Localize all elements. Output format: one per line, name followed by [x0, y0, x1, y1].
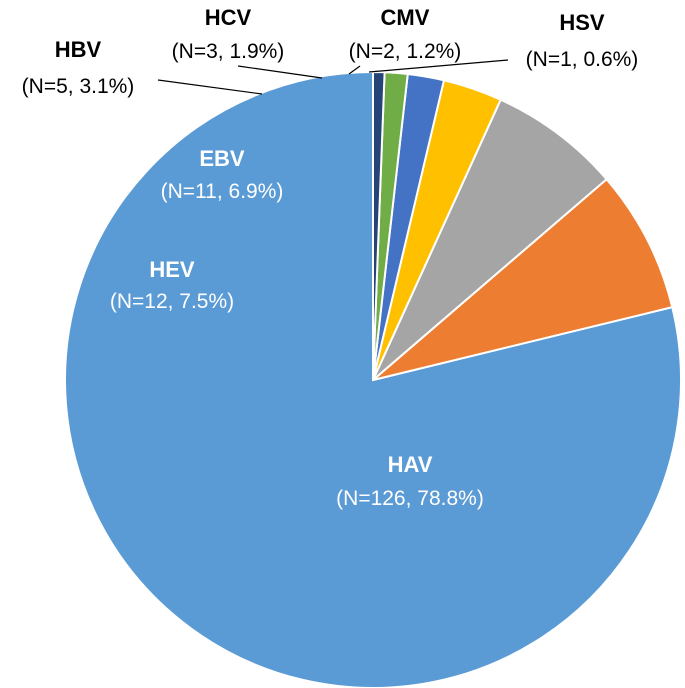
slice-label-hev: HEV [149, 257, 195, 282]
pie-slices [64, 70, 682, 688]
slice-label-hbv: HBV [55, 37, 102, 62]
leader-line-hsv [368, 59, 509, 73]
leader-lines [157, 59, 509, 95]
slice-value-label-cmv: (N=2, 1.2%) [349, 40, 462, 63]
pie-slice-ebv [372, 98, 608, 381]
slice-value-label-hsv: (N=1, 0.6%) [526, 48, 639, 71]
slice-labels: HAV (N=126, 78.8%) HEV (N=12, 7.5%) EBV (N=11… [22, 5, 639, 510]
pie-slice-hav [64, 70, 682, 688]
slice-value-label-ebv: (N=11, 6.9%) [161, 180, 284, 203]
leader-line-hcv [237, 65, 323, 79]
slice-label-ebv: EBV [199, 146, 245, 171]
slice-value-label-hev: (N=12, 7.5%) [110, 290, 234, 313]
slice-label-hsv: HSV [559, 10, 605, 35]
slice-value-label-hbv: (N=5, 3.1%) [22, 75, 135, 98]
slice-label-hcv: HCV [205, 5, 252, 30]
pie-slice-hev [372, 177, 674, 381]
slice-value-label-hav: (N=126, 78.8%) [336, 487, 484, 510]
slice-label-cmv: CMV [381, 5, 430, 30]
slice-value-label-hcv: (N=3, 1.9%) [172, 40, 285, 63]
slice-label-hav: HAV [388, 452, 433, 477]
leader-line-cmv [348, 65, 361, 75]
leader-line-hbv [157, 79, 263, 95]
